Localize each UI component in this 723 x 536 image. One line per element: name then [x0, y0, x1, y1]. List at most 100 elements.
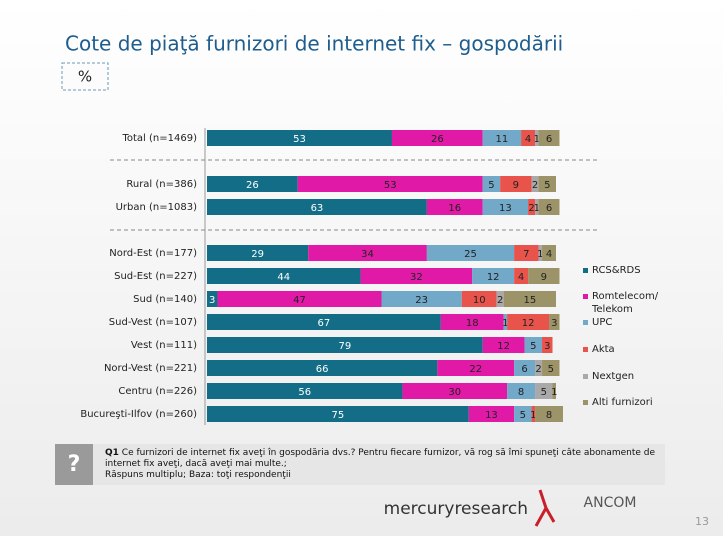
value-label: 6 — [521, 364, 527, 375]
bar-segment — [538, 176, 556, 192]
bar-segment — [535, 130, 539, 146]
value-label: 8 — [518, 387, 524, 398]
legend-label: Romtelecom/ Telekom — [592, 291, 659, 315]
value-label: 13 — [485, 410, 498, 421]
bar-segment — [207, 130, 392, 146]
value-label: 53 — [384, 180, 397, 191]
legend-swatch — [583, 374, 588, 379]
bar-segment — [514, 406, 532, 422]
legend-swatch — [583, 347, 588, 352]
category-label: Sud (n=140) — [133, 294, 197, 305]
question-id: Q1 — [105, 448, 119, 458]
value-label: 13 — [499, 203, 512, 214]
bar-segment — [507, 383, 536, 399]
bar-segment — [207, 245, 309, 261]
bar-segment — [391, 130, 483, 146]
value-label: 12 — [497, 341, 510, 352]
unit-label: % — [78, 68, 92, 86]
value-label: 5 — [530, 341, 536, 352]
bar-segment — [426, 245, 515, 261]
category-label: Sud-Vest (n=107) — [109, 317, 197, 328]
bar-segment — [538, 199, 560, 215]
value-label: 6 — [546, 203, 552, 214]
logo-right: ANCOM — [584, 495, 637, 511]
legend-swatch — [583, 400, 588, 405]
value-label: 2 — [535, 364, 541, 375]
bar-segment — [402, 383, 508, 399]
value-label: 4 — [546, 249, 552, 260]
value-label: 34 — [361, 249, 374, 260]
value-label: 11 — [496, 134, 509, 145]
value-label: 1 — [537, 249, 543, 260]
legend-swatch — [583, 294, 588, 299]
value-label: 2 — [528, 203, 534, 214]
bar-segment — [207, 383, 403, 399]
value-label: 1 — [530, 410, 536, 421]
bar-segment — [207, 199, 427, 215]
value-label: 26 — [431, 134, 444, 145]
logo-mark — [534, 489, 556, 527]
bar-segment — [549, 314, 560, 330]
bar-segment — [308, 245, 427, 261]
legend-item: Akta — [583, 343, 702, 356]
bar-segment — [503, 314, 508, 330]
legend-label: Nextgen — [592, 371, 635, 382]
bar-segment — [440, 314, 504, 330]
category-label: Rural (n=386) — [126, 179, 197, 190]
bar-segment — [535, 406, 563, 422]
value-label: 9 — [513, 180, 519, 191]
bar-segment — [503, 291, 556, 307]
value-label: 4 — [518, 272, 524, 283]
value-label: 7 — [523, 249, 529, 260]
bar-segment — [538, 245, 543, 261]
value-label: 16 — [448, 203, 461, 214]
value-label: 9 — [541, 272, 547, 283]
bar-segment — [538, 130, 560, 146]
base: Răspuns multiplu; Baza: toţi respondenţi… — [105, 470, 291, 480]
value-label: 32 — [410, 272, 423, 283]
legend-item: RCS&RDS — [583, 264, 702, 277]
value-label: 5 — [544, 180, 550, 191]
bar-segment — [426, 199, 483, 215]
bar-segment — [360, 268, 473, 284]
chart-title: Cote de piaţă furnizori de internet fix … — [65, 32, 563, 56]
value-label: 5 — [520, 410, 526, 421]
category-label: Nord-Est (n=177) — [109, 248, 197, 259]
value-label: 6 — [546, 134, 552, 145]
value-label: 63 — [311, 203, 324, 214]
value-label: 75 — [332, 410, 345, 421]
category-label: Total (n=1469) — [121, 133, 197, 144]
bar-segment — [437, 360, 515, 376]
bar-segment — [542, 360, 560, 376]
bar-segment — [535, 199, 539, 215]
bar-segment — [207, 337, 483, 353]
bar-segment — [207, 360, 438, 376]
value-label: 1 — [534, 134, 540, 145]
legend-label: UPC — [592, 317, 613, 328]
footnote-text: Q1 Ce furnizori de internet fix aveţi în… — [105, 448, 660, 481]
value-label: 2 — [497, 295, 503, 306]
value-label: 1 — [551, 387, 557, 398]
bar-segment — [514, 245, 539, 261]
bar-segment — [482, 130, 522, 146]
bar-segment — [297, 176, 483, 192]
bar-segment — [496, 291, 504, 307]
bar-segment — [535, 360, 543, 376]
value-label: 22 — [469, 364, 482, 375]
question: Ce furnizori de internet fix aveţi în go… — [105, 448, 656, 469]
bar-segment — [207, 176, 298, 192]
bar-segment — [514, 360, 536, 376]
value-label: 8 — [546, 410, 552, 421]
category-label: Centru (n=226) — [118, 386, 197, 397]
bar-segment — [217, 291, 382, 307]
value-label: 30 — [448, 387, 461, 398]
bar-segment — [528, 199, 536, 215]
value-label: 79 — [338, 341, 351, 352]
legend-item: Alti furnizori — [583, 396, 702, 409]
bar-segment — [542, 245, 556, 261]
value-label: 25 — [464, 249, 477, 260]
value-label: 5 — [541, 387, 547, 398]
bar-segment — [531, 406, 536, 422]
